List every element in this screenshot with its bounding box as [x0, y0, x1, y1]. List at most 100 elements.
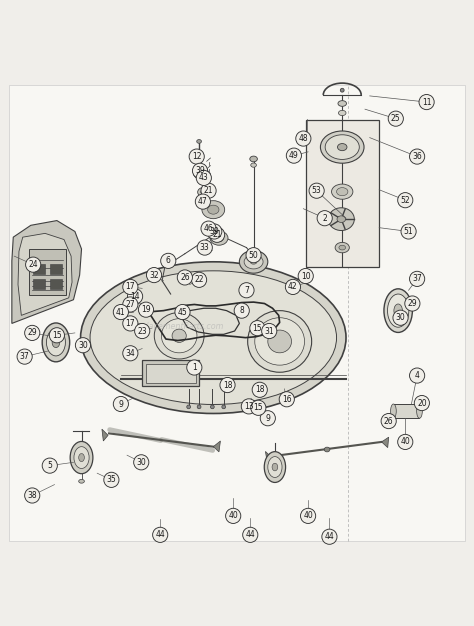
Ellipse shape — [251, 163, 256, 167]
Circle shape — [226, 508, 241, 523]
Circle shape — [135, 324, 150, 339]
Ellipse shape — [268, 456, 282, 478]
Ellipse shape — [250, 259, 257, 264]
Text: 24: 24 — [28, 260, 38, 269]
Circle shape — [410, 271, 425, 287]
Bar — [306, 120, 379, 267]
Ellipse shape — [387, 294, 409, 327]
Ellipse shape — [214, 235, 223, 242]
Text: 21: 21 — [204, 186, 213, 195]
Text: 29: 29 — [408, 299, 417, 308]
Ellipse shape — [239, 250, 268, 273]
Text: 33: 33 — [200, 243, 210, 252]
Ellipse shape — [335, 242, 349, 253]
Ellipse shape — [42, 323, 70, 362]
Ellipse shape — [197, 170, 205, 176]
Text: 15: 15 — [253, 324, 262, 332]
Circle shape — [75, 337, 91, 353]
Ellipse shape — [187, 405, 191, 409]
Circle shape — [410, 368, 425, 383]
Text: 30: 30 — [396, 313, 405, 322]
Circle shape — [309, 183, 324, 198]
Circle shape — [251, 400, 266, 416]
Polygon shape — [382, 437, 389, 448]
Bar — [33, 279, 45, 289]
Text: 26: 26 — [384, 416, 393, 426]
Text: 45: 45 — [178, 307, 187, 317]
Ellipse shape — [210, 231, 228, 245]
Text: 20: 20 — [417, 399, 427, 408]
Circle shape — [189, 149, 204, 164]
Text: 15: 15 — [52, 331, 62, 340]
Text: 48: 48 — [299, 134, 308, 143]
Text: 50: 50 — [249, 250, 258, 260]
Ellipse shape — [81, 262, 346, 414]
Circle shape — [195, 194, 210, 209]
Circle shape — [26, 257, 41, 272]
Ellipse shape — [244, 255, 263, 269]
Text: 6: 6 — [166, 257, 171, 265]
Text: 17: 17 — [126, 282, 135, 292]
Text: 4: 4 — [415, 371, 419, 380]
Circle shape — [175, 304, 190, 320]
Bar — [146, 364, 196, 383]
Circle shape — [197, 240, 212, 255]
Text: 13: 13 — [244, 402, 254, 411]
Ellipse shape — [338, 101, 346, 106]
Text: 12: 12 — [192, 152, 201, 161]
Text: 51: 51 — [404, 227, 413, 236]
Circle shape — [113, 396, 128, 411]
Polygon shape — [102, 429, 108, 441]
Ellipse shape — [197, 405, 201, 409]
Polygon shape — [213, 441, 220, 452]
Circle shape — [285, 279, 301, 294]
Circle shape — [419, 95, 434, 110]
Ellipse shape — [74, 447, 89, 468]
Circle shape — [17, 349, 32, 364]
Text: 16: 16 — [282, 395, 292, 404]
Text: 9: 9 — [265, 414, 270, 423]
Ellipse shape — [193, 167, 209, 179]
Circle shape — [301, 508, 316, 523]
Ellipse shape — [247, 310, 311, 372]
Circle shape — [279, 392, 294, 407]
Circle shape — [113, 304, 128, 320]
Ellipse shape — [339, 245, 346, 250]
Circle shape — [177, 270, 192, 285]
Text: 21: 21 — [212, 230, 222, 239]
Ellipse shape — [320, 131, 364, 163]
Text: 1: 1 — [192, 363, 197, 372]
Circle shape — [398, 434, 413, 449]
Text: 37: 37 — [412, 274, 422, 284]
Text: 40: 40 — [228, 511, 238, 520]
Circle shape — [410, 149, 425, 164]
Ellipse shape — [90, 271, 337, 404]
Circle shape — [239, 283, 254, 298]
Ellipse shape — [208, 205, 219, 214]
Circle shape — [210, 227, 225, 242]
Circle shape — [207, 224, 222, 239]
Text: 17: 17 — [126, 319, 135, 328]
Text: 39: 39 — [195, 167, 205, 175]
Circle shape — [405, 296, 420, 311]
Text: 23: 23 — [137, 327, 147, 336]
Circle shape — [317, 210, 332, 226]
Ellipse shape — [328, 208, 354, 230]
Text: 8: 8 — [239, 306, 244, 315]
Circle shape — [146, 267, 162, 283]
Ellipse shape — [325, 135, 359, 160]
Circle shape — [260, 411, 275, 426]
Ellipse shape — [210, 405, 214, 409]
Polygon shape — [18, 233, 72, 316]
Ellipse shape — [338, 110, 346, 116]
Ellipse shape — [391, 404, 396, 418]
Circle shape — [201, 183, 216, 198]
Text: 44: 44 — [155, 530, 165, 540]
Ellipse shape — [250, 156, 257, 162]
Ellipse shape — [79, 480, 84, 483]
Circle shape — [243, 527, 258, 542]
Text: 7: 7 — [244, 285, 249, 295]
Ellipse shape — [268, 330, 292, 353]
Ellipse shape — [255, 318, 304, 365]
Text: 49: 49 — [289, 151, 299, 160]
